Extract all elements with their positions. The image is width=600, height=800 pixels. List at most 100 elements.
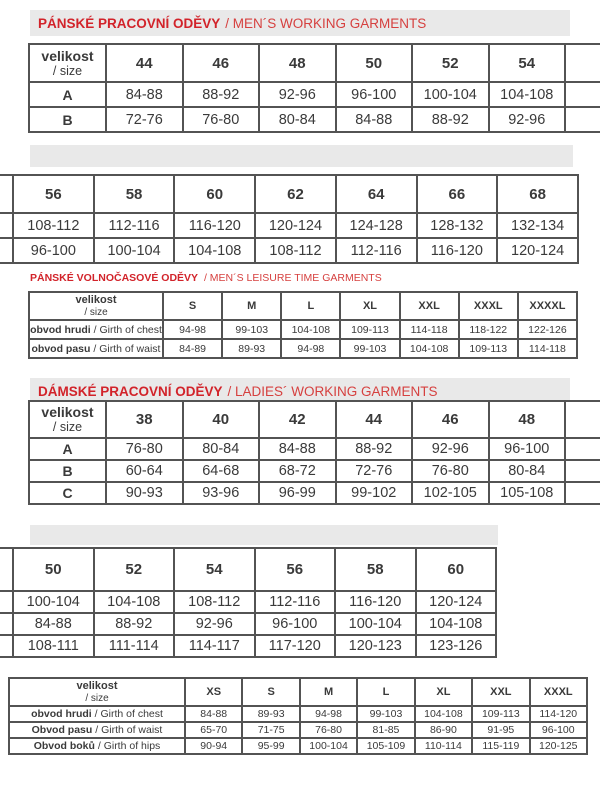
value-cell: 100-104 <box>12 590 95 614</box>
value-cell: 92-96 <box>258 81 337 108</box>
ladies-working-sizes-table-part2: 50 52 54 56 58 60 100-104 104-108 108-112 112-116… <box>0 547 497 658</box>
value-cell: 84-88 <box>105 81 184 108</box>
clipped-cell <box>564 81 600 108</box>
value-cell: 110-114 <box>413 737 474 755</box>
size-column-header: 48 <box>258 43 337 83</box>
ladies-working-sizes-table-part1: velikost / size 38 40 42 44 46 48 A 76-80 80-84 84-… <box>28 400 600 505</box>
value-cell: 100-104 <box>92 237 176 264</box>
size-column-header: 40 <box>181 400 260 439</box>
size-column-header: 66 <box>415 174 499 214</box>
size-column-header: 44 <box>105 43 184 83</box>
value-cell: 86-90 <box>413 721 474 739</box>
section-title-ladies-working: DÁMSKÉ PRACOVNÍ ODĚVY / LADIES´ WORKING … <box>30 378 570 404</box>
value-cell: 60-64 <box>105 459 184 483</box>
value-cell: 84-88 <box>258 437 337 461</box>
size-column-header: 50 <box>334 43 413 83</box>
value-cell: 123-126 <box>414 634 497 658</box>
size-column-header: 46 <box>181 43 260 83</box>
value-cell: 96-100 <box>334 81 413 108</box>
value-cell: 114-118 <box>398 319 460 340</box>
section-title-czech: PÁNSKÉ VOLNOČASOVÉ ODĚVY <box>30 272 199 284</box>
value-cell: 99-103 <box>339 338 401 359</box>
table-row: 84-88 88-92 92-96 96-100 100-104 104-108 <box>0 612 497 636</box>
value-cell: 120-124 <box>414 590 497 614</box>
value-cell: 96-100 <box>253 612 336 636</box>
clipped-cell <box>0 590 14 614</box>
value-cell: 92-96 <box>173 612 256 636</box>
table-row: 96-100 100-104 104-108 108-112 112-116 116-12… <box>0 237 579 264</box>
value-cell: 124-128 <box>334 212 418 239</box>
clipped-cell <box>0 634 14 658</box>
value-cell: 120-125 <box>528 737 589 755</box>
row-label-cell: B <box>28 459 107 483</box>
table-row: 108-112 112-116 116-120 120-124 124-128 128-1… <box>0 212 579 239</box>
size-column-header: 56 <box>12 174 95 214</box>
size-column-header: 58 <box>334 547 417 592</box>
size-column-header: XXXL <box>528 677 589 707</box>
value-cell: 105-108 <box>487 481 566 505</box>
size-column-header: 62 <box>254 174 337 214</box>
size-column-header: L <box>356 677 416 707</box>
value-cell: 96-100 <box>12 237 95 264</box>
value-cell: 109-113 <box>457 338 519 359</box>
value-cell: 76-80 <box>411 459 490 483</box>
size-column-header: 48 <box>487 400 566 439</box>
clipped-cell <box>564 459 600 483</box>
size-column-header: XL <box>339 291 401 321</box>
corner-cell: velikost / size <box>8 677 186 707</box>
table-row: A 84-88 88-92 92-96 96-100 100-104 104-108 <box>28 81 600 108</box>
clipped-cell <box>0 547 14 592</box>
section-title-czech: DÁMSKÉ PRACOVNÍ ODĚVY <box>38 383 223 399</box>
size-column-header: 46 <box>411 400 490 439</box>
value-cell: 104-108 <box>414 612 497 636</box>
row-label-cell: Obvod pasu / Girth of waist <box>8 721 186 739</box>
size-column-header: 42 <box>258 400 337 439</box>
value-cell: 109-113 <box>471 705 531 723</box>
clipped-cell <box>0 612 14 636</box>
table-header-row: 50 52 54 56 58 60 <box>0 547 497 592</box>
value-cell: 80-84 <box>487 459 566 483</box>
size-column-header: XL <box>413 677 474 707</box>
value-cell: 100-104 <box>334 612 417 636</box>
value-cell: 89-93 <box>221 338 283 359</box>
value-cell: 108-112 <box>173 590 256 614</box>
clipped-cell <box>564 43 600 83</box>
corner-cell: velikost / size <box>28 43 107 83</box>
clipped-cell <box>0 237 14 264</box>
value-cell: 104-108 <box>398 338 460 359</box>
mens-leisure-sizes-table: velikost / size S M L XL XXL XXXL XXXXL obvod hru… <box>28 291 579 359</box>
value-cell: 100-104 <box>298 737 359 755</box>
value-cell: 90-93 <box>105 481 184 505</box>
value-cell: 84-89 <box>161 338 224 359</box>
value-cell: 99-102 <box>334 481 413 505</box>
value-cell: 114-117 <box>173 634 256 658</box>
section-title-english: / LADIES´ WORKING GARMENTS <box>227 383 438 399</box>
section-divider-band <box>30 145 573 167</box>
value-cell: 96-99 <box>258 481 337 505</box>
value-cell: 80-84 <box>258 106 337 133</box>
size-column-header: S <box>241 677 301 707</box>
value-cell: 64-68 <box>181 459 260 483</box>
table-header-row: velikost / size 38 40 42 44 46 48 <box>28 400 600 439</box>
value-cell: 102-105 <box>411 481 490 505</box>
value-cell: 68-72 <box>258 459 337 483</box>
row-label-cell: A <box>28 81 107 108</box>
size-column-header: 52 <box>411 43 490 83</box>
value-cell: 132-134 <box>496 212 579 239</box>
value-cell: 96-100 <box>487 437 566 461</box>
row-label-cell: B <box>28 106 107 133</box>
value-cell: 94-98 <box>161 319 224 340</box>
value-cell: 71-75 <box>241 721 301 739</box>
value-cell: 120-124 <box>254 212 337 239</box>
section-title-english: / MEN´S WORKING GARMENTS <box>225 15 427 31</box>
value-cell: 95-99 <box>241 737 301 755</box>
corner-cell: velikost / size <box>28 291 164 321</box>
value-cell: 128-132 <box>415 212 499 239</box>
value-cell: 99-103 <box>221 319 283 340</box>
value-cell: 104-108 <box>413 705 474 723</box>
table-row: Obvod boků / Girth of hips 90-94 95-99 100-… <box>8 737 589 755</box>
value-cell: 76-80 <box>105 437 184 461</box>
value-cell: 116-120 <box>415 237 499 264</box>
table-row: obvod hrudi / Girth of chest 94-98 99-103 1… <box>28 319 579 340</box>
value-cell: 89-93 <box>241 705 301 723</box>
